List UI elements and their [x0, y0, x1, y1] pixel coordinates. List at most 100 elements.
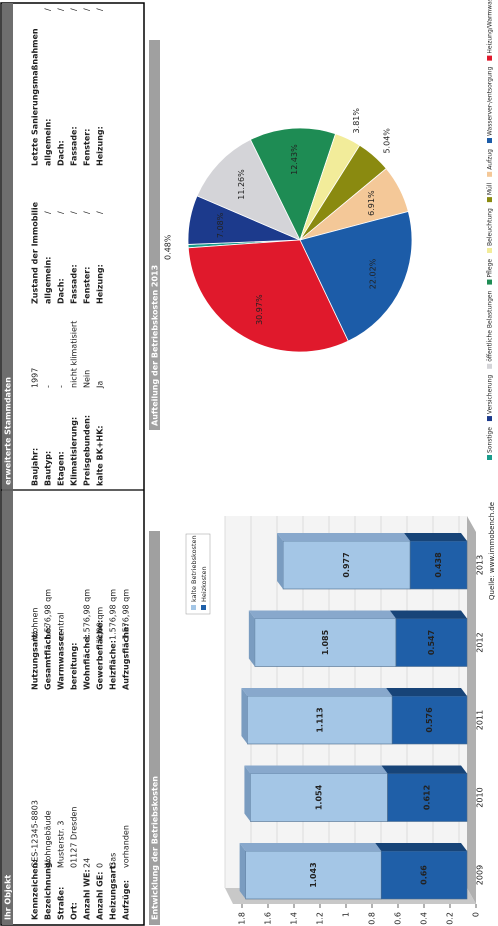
- header-bar: [149, 531, 160, 925]
- value-label: 0.66: [420, 865, 429, 885]
- legend-label: Aufzug: [487, 149, 494, 170]
- field-label: Fassade:: [70, 264, 79, 304]
- field-value: zentral: [57, 612, 66, 640]
- y-tick-label: 0.4: [420, 912, 429, 925]
- field-value: /: [44, 8, 53, 11]
- x-tick-label: 2011: [476, 710, 485, 730]
- legend-swatch: [487, 416, 492, 422]
- field-value: Wohnen: [31, 608, 40, 640]
- field-value: 0,00 qm: [96, 607, 105, 640]
- legend-swatch: [201, 605, 206, 610]
- legend-swatch: [487, 363, 492, 369]
- value-label: 30.97%: [255, 294, 264, 325]
- bar-top: [244, 765, 251, 822]
- x-tick-label: 2013: [476, 555, 485, 575]
- value-label: 0.438: [434, 552, 443, 578]
- legend-swatch: [487, 247, 492, 253]
- y-tick-label: 1.6: [264, 912, 273, 925]
- value-label: 6.91%: [367, 190, 376, 216]
- field-label: Aufzugsfläche:: [122, 623, 131, 690]
- field-label: Kennzeichen:: [31, 860, 40, 920]
- field-value: 1.576,98 qm: [44, 589, 53, 640]
- y-tick-label: 0: [472, 912, 481, 917]
- field-label: Gewerbefläche:: [96, 620, 105, 690]
- bar-side: [244, 765, 388, 774]
- field-label: Dach:: [57, 278, 66, 304]
- field-label: Etagen:: [57, 451, 66, 486]
- y-tick-label: 1.8: [238, 912, 247, 925]
- bar-top: [248, 610, 255, 667]
- field-value: Gas: [109, 853, 118, 868]
- legend-label: kalte Betriebskosten: [190, 535, 198, 602]
- value-label: 12.43%: [290, 144, 299, 175]
- field-label: Bautyp:: [44, 451, 53, 486]
- header: erweiterte Stammdaten: [4, 377, 13, 485]
- bar-top: [277, 533, 284, 589]
- value-label: 0.547: [427, 630, 436, 655]
- legend-label: öffentliche Belastungen: [487, 290, 494, 361]
- field-value: /: [96, 8, 105, 11]
- field-value: 1.576,98 qm: [122, 589, 131, 640]
- field-label: Ort:: [70, 902, 79, 920]
- pie-slice: [187, 239, 349, 353]
- field-label: kalte BK+HK:: [96, 425, 105, 486]
- field-value: -: [57, 385, 66, 388]
- bar-side: [239, 843, 382, 851]
- field-label: Anzahl GE:: [96, 872, 105, 920]
- y-tick-label: 1: [342, 912, 351, 917]
- legend-label: Beleuchtung: [487, 208, 494, 246]
- source: Quelle: www.immobench.de: [488, 502, 496, 600]
- field-value: 24: [83, 858, 92, 868]
- value-label: 1.054: [314, 784, 323, 810]
- x-tick-label: 2009: [476, 865, 485, 885]
- field-value: 01127 Dresden: [70, 807, 79, 868]
- field-label: Straße:: [57, 887, 66, 920]
- field-value: Musterstr. 3: [57, 820, 66, 868]
- value-label: 3.81%: [352, 108, 361, 134]
- y-tick-label: 1.4: [290, 912, 299, 925]
- field-value: 1.576,98 qm: [109, 589, 118, 640]
- field-value: /: [83, 8, 92, 11]
- bar-side: [389, 610, 467, 619]
- field-value: /: [44, 211, 53, 214]
- legend-label: Versicherung: [487, 375, 494, 414]
- field-label: Gesamtfläche:: [44, 625, 53, 690]
- value-label: 0.977: [342, 552, 351, 577]
- field-label: Fenster:: [83, 129, 92, 166]
- field-value: /: [57, 8, 66, 11]
- field-value: nicht klimatisiert: [70, 321, 79, 388]
- field-label: Nutzungsart:: [31, 631, 40, 690]
- field-label: Anzahl WE:: [83, 869, 92, 920]
- field-label: Heizfläche:: [109, 640, 118, 690]
- bar-side: [381, 765, 467, 774]
- legend-swatch: [487, 197, 492, 203]
- legend-swatch: [487, 455, 492, 460]
- legend-label: Sonstige: [487, 427, 494, 453]
- legend-swatch: [487, 55, 492, 61]
- value-label: 0.48%: [164, 234, 173, 260]
- pie-slice: [249, 127, 337, 242]
- field-label: Klimatisierung:: [70, 417, 79, 486]
- bar-side: [404, 533, 467, 541]
- field-label: Warmwasser-: [57, 629, 66, 690]
- value-label: 0.576: [425, 707, 434, 733]
- field-label: Heizungsart:: [109, 862, 118, 920]
- field-label: bereitung:: [70, 643, 79, 690]
- field-value: -: [44, 385, 53, 388]
- field-label: Preisgebunden:: [83, 415, 92, 486]
- bar-side: [248, 610, 396, 619]
- legend-swatch: [487, 171, 492, 177]
- value-label: 7.08%: [216, 212, 225, 238]
- field-label: Heizung:: [96, 126, 105, 166]
- field-value: 0: [96, 863, 105, 868]
- field-value: /: [96, 211, 105, 214]
- legend-swatch: [191, 605, 196, 610]
- legend-swatch: [487, 138, 492, 144]
- field-label: Fenster:: [83, 267, 92, 304]
- legend-label: Wasserver-/entsorgung: [487, 66, 494, 136]
- x-tick-label: 2010: [476, 787, 485, 807]
- header-bar: [149, 40, 160, 430]
